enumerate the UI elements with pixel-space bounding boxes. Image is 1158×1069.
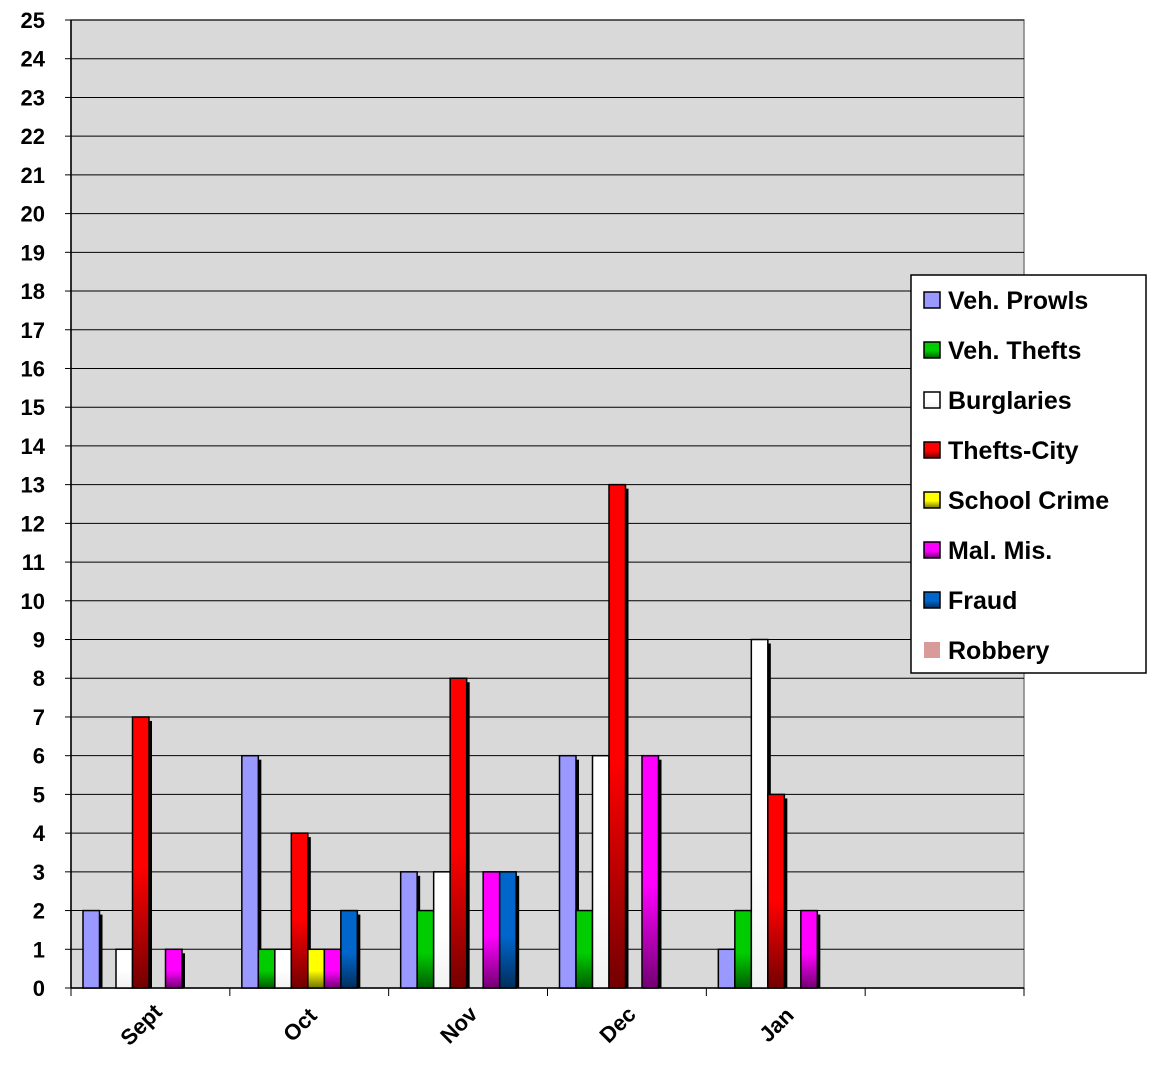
x-category-label: Oct [278, 1002, 322, 1046]
y-tick-label: 11 [22, 550, 45, 575]
bar [115, 948, 134, 989]
y-tick-label: 12 [21, 511, 45, 536]
x-category-label: Dec [595, 1002, 641, 1048]
bar [416, 909, 435, 989]
y-tick-label: 6 [33, 744, 45, 769]
legend-swatch [923, 341, 941, 359]
bar [717, 948, 736, 989]
legend-box [910, 274, 1147, 674]
y-tick-label: 0 [33, 976, 45, 1001]
y-tick-label: 7 [33, 705, 45, 730]
y-tick-label: 17 [21, 318, 45, 343]
legend-swatch [923, 591, 941, 609]
legend-swatch [923, 291, 941, 309]
x-category-label: Nov [435, 1001, 483, 1049]
y-tick-label: 24 [21, 47, 46, 72]
plot-area [70, 19, 1025, 989]
bar [558, 754, 577, 989]
bar [641, 754, 660, 989]
legend: Veh. Prowls Veh. Thefts Burglaries Thefts-C… [910, 274, 1147, 674]
y-tick-label: 3 [33, 860, 45, 885]
y-tick-label: 22 [21, 124, 45, 149]
bar [82, 909, 101, 989]
bars [82, 483, 821, 989]
legend-swatch [923, 441, 941, 459]
y-tick-label: 5 [33, 782, 45, 807]
y-tick-label: 10 [21, 589, 45, 614]
bar [290, 832, 309, 989]
y-tick-label: 2 [33, 899, 45, 924]
y-tick-label: 4 [33, 821, 46, 846]
x-category-label: Sept [115, 999, 167, 1051]
plot-background [70, 19, 1025, 989]
legend-label: Mal. Mis. [948, 537, 1052, 565]
legend-label: Veh. Thefts [948, 337, 1081, 365]
bar [591, 754, 610, 989]
bar [164, 948, 183, 989]
x-axis: Sept Oct Nov Dec Jan [70, 987, 1025, 1051]
legend-swatch [923, 391, 941, 409]
bar [131, 716, 150, 989]
legend-swatch [923, 491, 941, 509]
bar [800, 909, 819, 989]
bar [608, 483, 627, 989]
bar [274, 948, 293, 989]
y-tick-label: 13 [21, 473, 45, 498]
bar [323, 948, 342, 989]
legend-label: Robbery [948, 637, 1050, 665]
y-tick-label: 9 [33, 628, 45, 653]
y-tick-label: 19 [21, 240, 45, 265]
legend-label: Thefts-City [948, 437, 1079, 465]
bar [399, 871, 418, 989]
y-tick-label: 20 [21, 202, 45, 227]
legend-label: Fraud [948, 587, 1017, 615]
y-tick-label: 16 [21, 356, 45, 381]
bar [575, 909, 594, 989]
bar [432, 871, 451, 989]
legend-label: Veh. Prowls [948, 287, 1088, 315]
bar [307, 948, 326, 989]
bar [734, 909, 753, 989]
y-tick-label: 15 [21, 395, 45, 420]
legend-swatch [923, 541, 941, 559]
bar [449, 677, 468, 989]
legend-label: School Crime [948, 487, 1109, 515]
bar [257, 948, 276, 989]
legend-swatch [924, 642, 940, 658]
bar [767, 793, 786, 989]
legend-label: Burglaries [948, 387, 1072, 415]
y-axis: 0123456789101112131415161718192021222324… [21, 8, 72, 1001]
x-category-label: Jan [754, 1002, 798, 1046]
bar [241, 754, 260, 989]
bar [340, 909, 359, 989]
y-tick-label: 18 [21, 279, 45, 304]
y-tick-label: 14 [21, 434, 46, 459]
bar [498, 871, 517, 989]
y-tick-label: 23 [21, 85, 45, 110]
y-tick-label: 21 [21, 163, 45, 188]
bar [482, 871, 501, 989]
y-tick-label: 1 [33, 937, 45, 962]
bar [750, 638, 769, 989]
y-tick-label: 8 [33, 666, 45, 691]
y-tick-label: 25 [21, 8, 45, 33]
